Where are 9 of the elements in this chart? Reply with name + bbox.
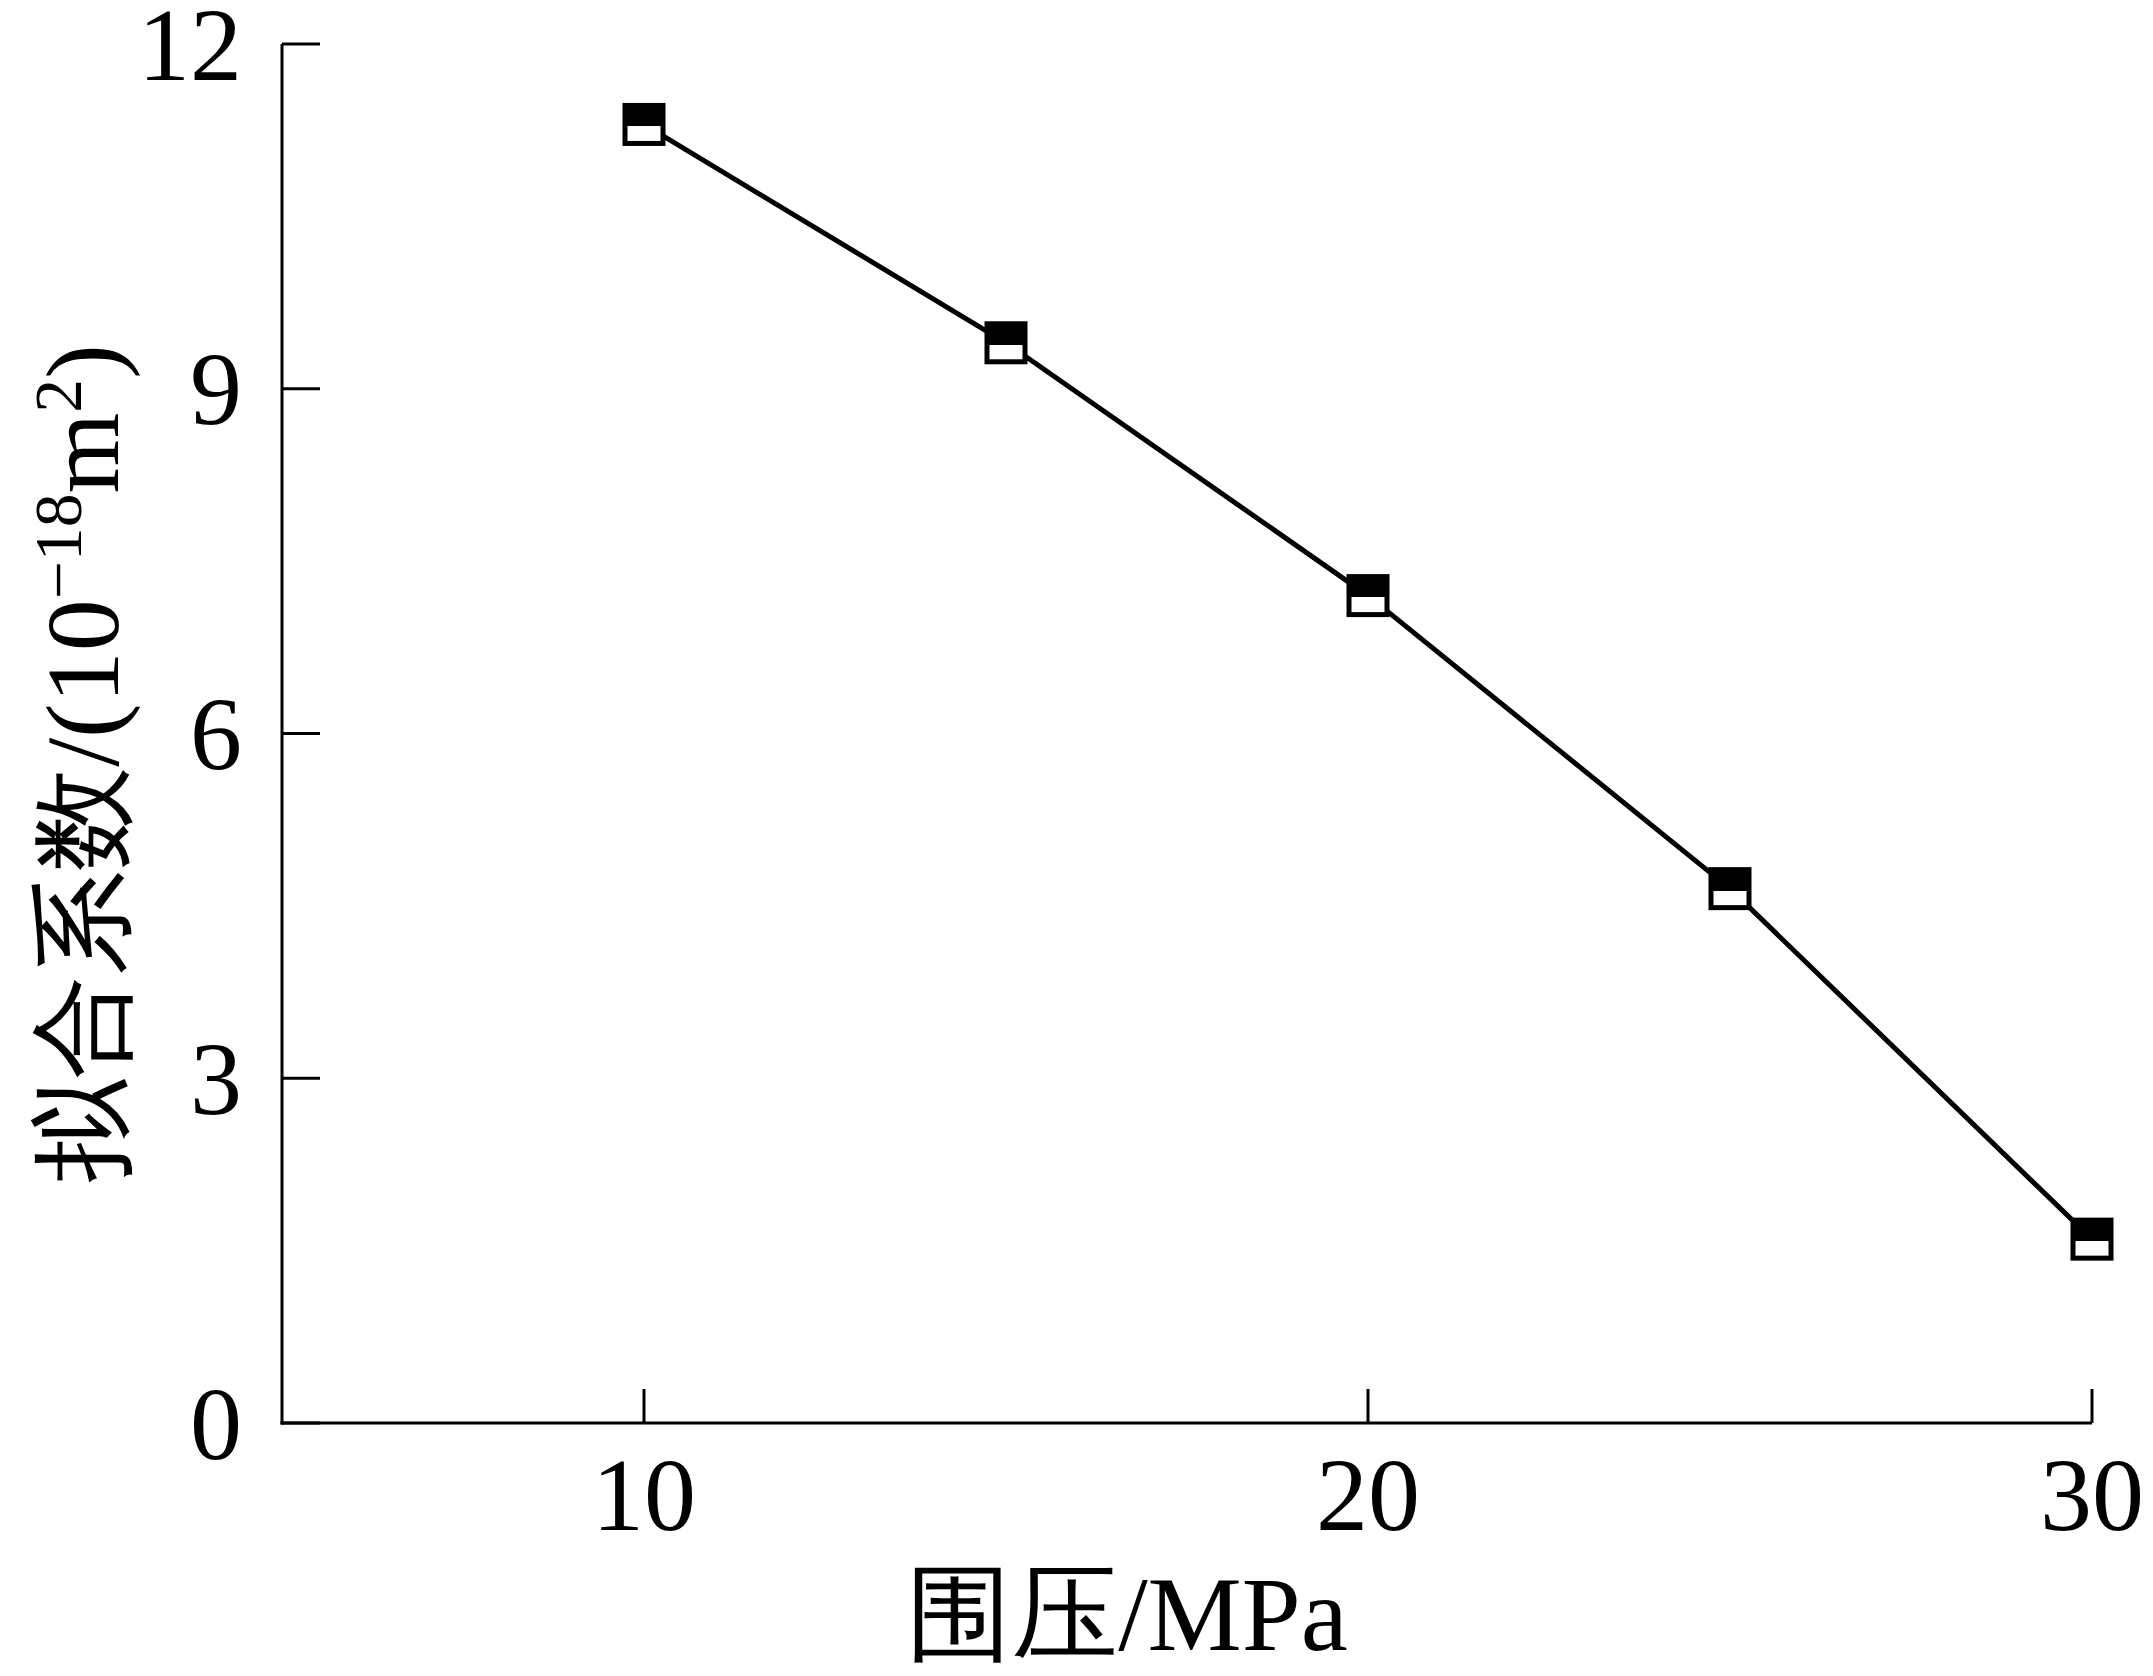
x-tick-label: 10 bbox=[592, 1437, 696, 1552]
y-tick-label: 9 bbox=[190, 331, 242, 447]
x-tick-label: 20 bbox=[1316, 1437, 1420, 1552]
x-tick-label: 30 bbox=[2040, 1437, 2144, 1552]
x-axis-title: 围压/MPa bbox=[906, 1556, 1348, 1673]
y-tick-label: 0 bbox=[190, 1365, 242, 1481]
y-tick-label: 12 bbox=[138, 0, 242, 102]
y-tick-label: 3 bbox=[190, 1020, 242, 1136]
y-tick-label: 6 bbox=[190, 676, 242, 791]
